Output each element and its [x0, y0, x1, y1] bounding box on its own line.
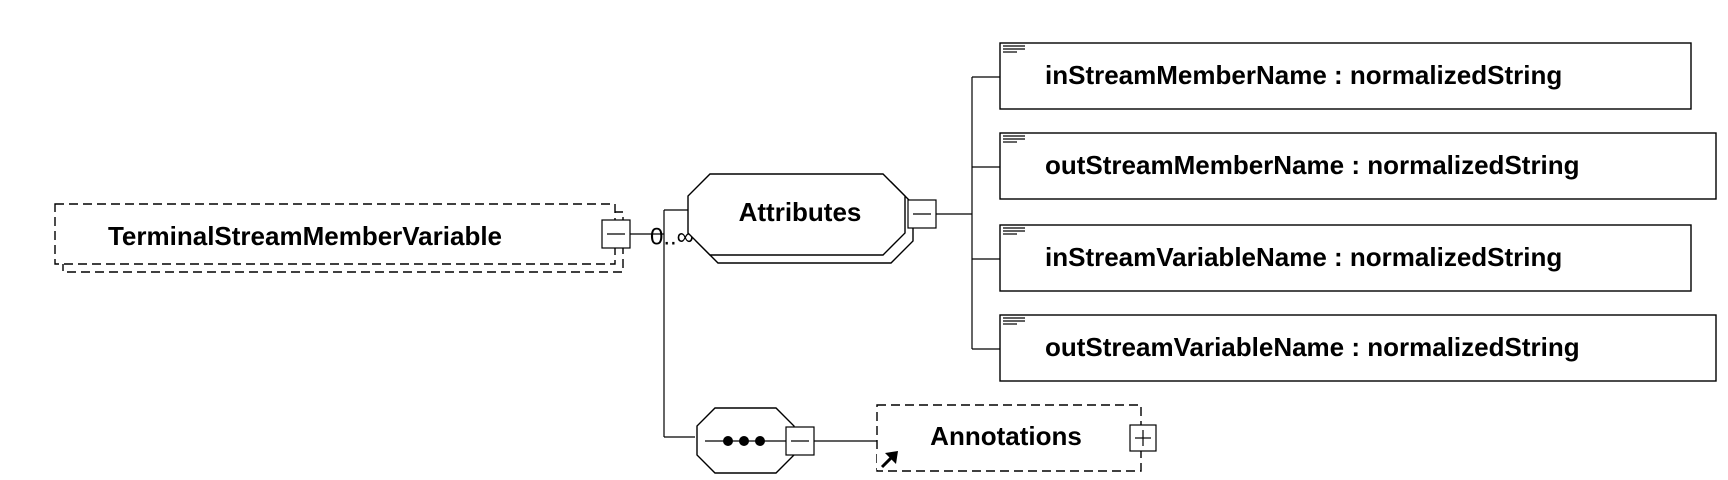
- attribute-label: inStreamVariableName : normalizedString: [1045, 242, 1562, 272]
- attribute-node[interactable]: outStreamMemberName : normalizedString: [999, 132, 1717, 200]
- attribute-marker-icon: [1003, 45, 1025, 53]
- attribute-marker-icon: [1003, 317, 1025, 325]
- root-element-label: TerminalStreamMemberVariable: [108, 221, 502, 251]
- plus-icon: [1135, 430, 1151, 446]
- attribute-label: inStreamMemberName : normalizedString: [1045, 60, 1562, 90]
- cardinality-label: 0..∞: [650, 223, 694, 250]
- attribute-node[interactable]: inStreamVariableName : normalizedString: [999, 224, 1692, 292]
- attribute-group-node[interactable]: Attributes: [687, 173, 914, 264]
- annotations-expand-toggle[interactable]: [1129, 424, 1157, 452]
- annotations-node[interactable]: Annotations: [876, 404, 1142, 472]
- attribute-node[interactable]: outStreamVariableName : normalizedString: [999, 314, 1717, 382]
- root-collapse-toggle[interactable]: [601, 219, 631, 249]
- sequence-collapse-toggle[interactable]: [785, 426, 815, 456]
- attribute-marker-icon: [1003, 227, 1025, 235]
- attribute-label: outStreamMemberName : normalizedString: [1045, 150, 1580, 180]
- attribute-node[interactable]: inStreamMemberName : normalizedString: [999, 42, 1692, 110]
- attribute-label: outStreamVariableName : normalizedString: [1045, 332, 1580, 362]
- sequence-icon: [723, 436, 765, 446]
- attribute-group-label: Attributes: [739, 197, 862, 227]
- attribute-marker-icon: [1003, 135, 1025, 143]
- attribute-group-collapse-toggle[interactable]: [907, 199, 937, 229]
- sequence-compositor-node[interactable]: [696, 407, 795, 474]
- arrow-link-icon: [877, 450, 898, 470]
- root-element-node[interactable]: TerminalStreamMemberVariable: [54, 203, 624, 273]
- annotations-label: Annotations: [930, 421, 1082, 451]
